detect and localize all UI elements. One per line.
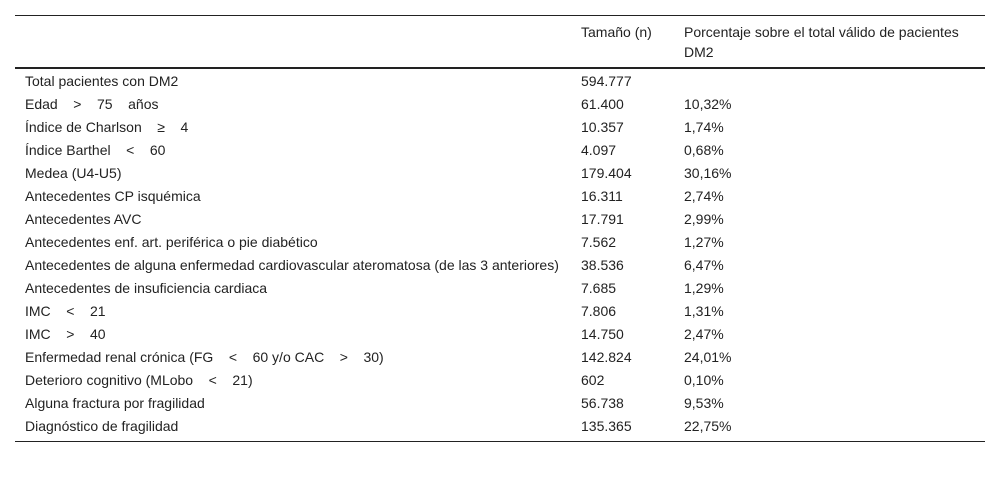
cell-variable: Medea (U4-U5) — [25, 165, 122, 181]
cell-size: 179.404 — [581, 165, 632, 181]
cell-size: 14.750 — [581, 326, 624, 342]
cell-size: 10.357 — [581, 119, 624, 135]
table-row: Antecedentes de insuficiencia cardiaca 7.… — [15, 277, 985, 300]
cell-percentage: 9,53% — [684, 395, 724, 411]
cell-size: 4.097 — [581, 142, 617, 158]
cell-variable: Edad > 75 años — [25, 96, 159, 112]
cell-variable: Alguna fractura por fragilidad — [25, 395, 205, 411]
data-table: Tamaño (n) Porcentaje sobre el total vál… — [15, 15, 985, 442]
cell-variable: Antecedentes CP isquémica — [25, 188, 201, 204]
table-row: Alguna fractura por fragilidad 56.738 9,53… — [15, 392, 985, 415]
cell-size: 594.777 — [581, 73, 632, 89]
cell-percentage: 30,16% — [684, 165, 732, 181]
cell-variable: Total pacientes con DM2 — [25, 73, 179, 89]
cell-percentage: 1,31% — [684, 303, 724, 319]
table-row: Enfermedad renal crónica (FG < 60 y/o CA… — [15, 346, 985, 369]
cell-variable: Índice Barthel < 60 — [25, 142, 166, 158]
cell-percentage: 2,47% — [684, 326, 724, 342]
table-row: Antecedentes CP isquémica 16.311 2,74% — [15, 185, 985, 208]
table-row: Deterioro cognitivo (MLobo < 21) 602 0,10% — [15, 369, 985, 392]
cell-percentage: 0,68% — [684, 142, 724, 158]
header-percentage: Porcentaje sobre el total válido de paci… — [674, 15, 985, 69]
cell-size: 7.806 — [581, 303, 617, 319]
cell-size: 7.562 — [581, 234, 617, 250]
header-row: Tamaño (n) Porcentaje sobre el total vál… — [15, 15, 985, 69]
cell-size: 61.400 — [581, 96, 624, 112]
cell-variable: Deterioro cognitivo (MLobo < 21) — [25, 372, 253, 388]
cell-variable: Antecedentes AVC — [25, 211, 142, 227]
table-row: IMC < 21 7.806 1,31% — [15, 300, 985, 323]
cell-size: 38.536 — [581, 257, 624, 273]
cell-variable: IMC < 21 — [25, 303, 106, 319]
cell-percentage: 2,99% — [684, 211, 724, 227]
cell-size: 602 — [581, 372, 605, 388]
cell-percentage: 2,74% — [684, 188, 724, 204]
cell-size: 16.311 — [581, 188, 623, 204]
cell-variable: Índice de Charlson ≥ 4 — [25, 119, 189, 135]
cell-percentage: 1,29% — [684, 280, 724, 296]
table-row: IMC > 40 14.750 2,47% — [15, 323, 985, 346]
cell-variable: Antecedentes de alguna enfermedad cardio… — [25, 257, 559, 273]
cell-percentage: 10,32% — [684, 96, 732, 112]
table-row: Total pacientes con DM2 594.777 — [15, 68, 985, 93]
table-row: Índice Barthel < 60 4.097 0,68% — [15, 139, 985, 162]
table-row: Índice de Charlson ≥ 4 10.357 1,74% — [15, 116, 985, 139]
table-row: Antecedentes AVC 17.791 2,99% — [15, 208, 985, 231]
table-row: Antecedentes enf. art. periférica o pie … — [15, 231, 985, 254]
cell-percentage: 1,27% — [684, 234, 724, 250]
cell-variable: IMC > 40 — [25, 326, 106, 342]
header-size: Tamaño (n) — [571, 15, 674, 69]
cell-percentage: 0,10% — [684, 372, 724, 388]
table-row: Medea (U4-U5) 179.404 30,16% — [15, 162, 985, 185]
header-variable — [15, 15, 571, 69]
table-row: Edad > 75 años 61.400 10,32% — [15, 93, 985, 116]
cell-size: 17.791 — [581, 211, 624, 227]
cell-percentage — [674, 68, 985, 93]
cell-variable: Antecedentes enf. art. periférica o pie … — [25, 234, 318, 250]
table-row: Diagnóstico de fragilidad 135.365 22,75% — [15, 415, 985, 442]
cell-percentage: 22,75% — [674, 415, 985, 442]
cell-variable: Antecedentes de insuficiencia cardiaca — [25, 280, 268, 296]
cell-size: 135.365 — [571, 415, 674, 442]
table-row: Antecedentes de alguna enfermedad cardio… — [15, 254, 985, 277]
cell-percentage: 24,01% — [684, 349, 732, 365]
cell-size: 7.685 — [581, 280, 617, 296]
cell-percentage: 6,47% — [684, 257, 724, 273]
cell-variable: Enfermedad renal crónica (FG < 60 y/o CA… — [25, 349, 384, 365]
cell-size: 142.824 — [581, 349, 632, 365]
cell-size: 56.738 — [581, 395, 624, 411]
cell-percentage: 1,74% — [684, 119, 724, 135]
cell-variable: Diagnóstico de fragilidad — [15, 415, 571, 442]
